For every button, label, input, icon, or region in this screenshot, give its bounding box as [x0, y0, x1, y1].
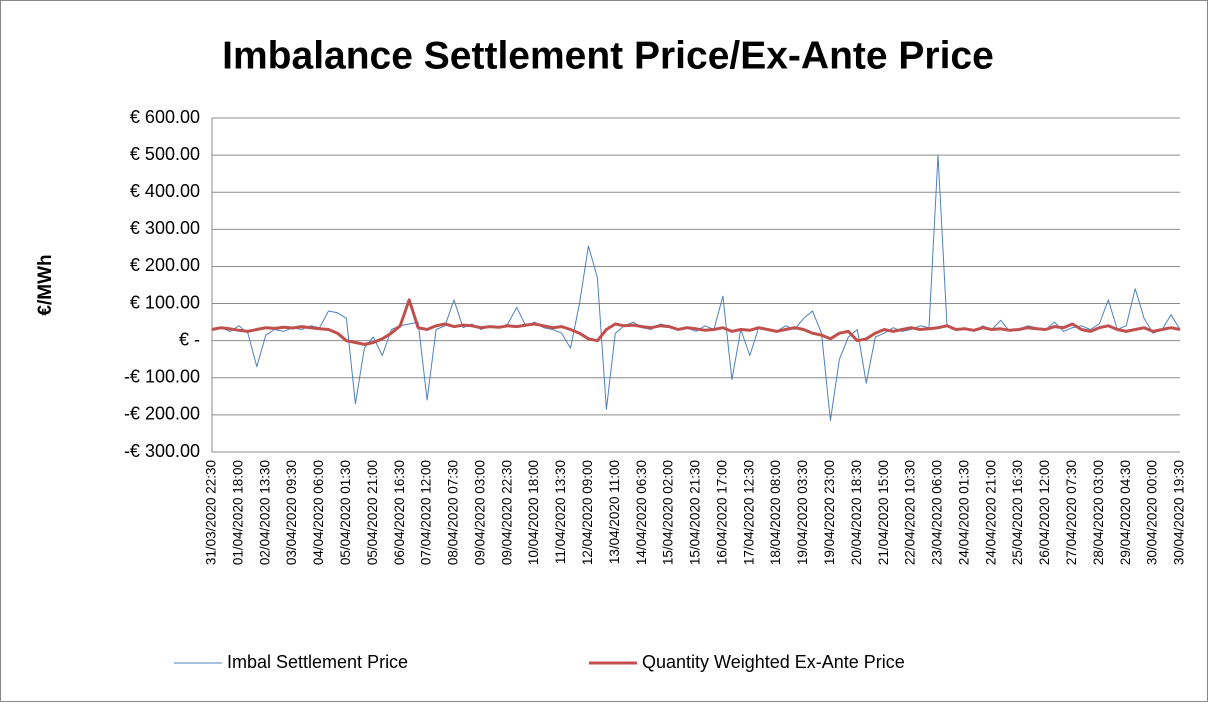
series-line	[211, 298, 1181, 346]
x-tick-label: 18/04/2020 08:00	[768, 460, 783, 565]
x-tick-label: 24/04/2020 21:00	[983, 460, 998, 565]
y-tick-label: € 100.00	[130, 292, 200, 312]
chart-title: Imbalance Settlement Price/Ex-Ante Price	[222, 34, 994, 77]
y-tick-label: € 400.00	[130, 181, 200, 201]
x-tick-label: 14/04/2020 06:30	[634, 460, 649, 565]
x-tick-label: 06/04/2020 16:30	[392, 460, 407, 565]
x-tick-label: 02/04/2020 13:30	[257, 460, 272, 565]
x-tick-label: 12/04/2020 09:00	[580, 460, 595, 565]
x-tick-label: 30/04/2020 00:00	[1145, 460, 1160, 565]
x-tick-label: 27/04/2020 07:30	[1064, 460, 1079, 565]
x-tick-label: 19/04/2020 23:00	[822, 460, 837, 565]
y-tick-label: € 200.00	[130, 255, 200, 275]
y-tick-label: € 600.00	[130, 107, 200, 127]
x-tick-label: 09/04/2020 03:00	[472, 460, 487, 565]
x-tick-label: 21/04/2020 15:00	[876, 460, 891, 565]
x-tick-label: 23/04/2020 06:00	[930, 460, 945, 565]
x-tick-label: 22/04/2020 10:30	[903, 460, 918, 565]
x-tick-label: 28/04/2020 03:00	[1091, 460, 1106, 565]
x-tick-label: 31/03/2020 22:30	[204, 460, 219, 565]
y-tick-label: -€ 100.00	[124, 367, 200, 387]
x-tick-label: 29/04/2020 04:30	[1118, 460, 1133, 565]
y-tick-label: € 300.00	[130, 218, 200, 238]
x-tick-label: 05/04/2020 01:30	[338, 460, 353, 565]
y-tick-label: -€ 300.00	[124, 441, 200, 461]
x-tick-label: 24/04/2020 01:30	[956, 460, 971, 565]
x-tick-label: 19/04/2020 03:30	[795, 460, 810, 565]
x-tick-label: 08/04/2020 07:30	[446, 460, 461, 565]
x-tick-label: 11/04/2020 13:30	[553, 460, 568, 564]
x-tick-label: 16/04/2020 17:00	[714, 460, 729, 565]
x-tick-label: 01/04/2020 18:00	[230, 460, 245, 565]
legend-label: Quantity Weighted Ex-Ante Price	[642, 652, 905, 672]
x-tick-label: 20/04/2020 18:30	[849, 460, 864, 565]
x-tick-label: 30/04/2020 19:30	[1172, 460, 1187, 565]
x-tick-label: 13/04/2020 11:00	[607, 460, 622, 564]
x-tick-label: 10/04/2020 18:00	[526, 460, 541, 565]
x-tick-label: 07/04/2020 12:00	[419, 460, 434, 565]
x-tick-label: 04/04/2020 06:00	[311, 460, 326, 565]
legend-label: Imbal Settlement Price	[227, 652, 408, 672]
y-tick-label: -€ 200.00	[124, 404, 200, 424]
x-tick-label: 03/04/2020 09:30	[284, 460, 299, 565]
x-tick-label: 05/04/2020 21:00	[365, 460, 380, 565]
y-tick-label: € 500.00	[130, 144, 200, 164]
x-tick-label: 15/04/2020 02:00	[661, 460, 676, 565]
x-tick-label: 09/04/2020 22:30	[499, 460, 514, 565]
x-tick-label: 25/04/2020 16:30	[1010, 460, 1025, 565]
y-tick-label: € -	[179, 329, 200, 349]
x-tick-label: 17/04/2020 12:30	[741, 460, 756, 565]
x-tick-label: 15/04/2020 21:30	[688, 460, 703, 565]
x-tick-label: 26/04/2020 12:00	[1037, 460, 1052, 565]
y-axis-label: €/MWh	[35, 254, 56, 315]
